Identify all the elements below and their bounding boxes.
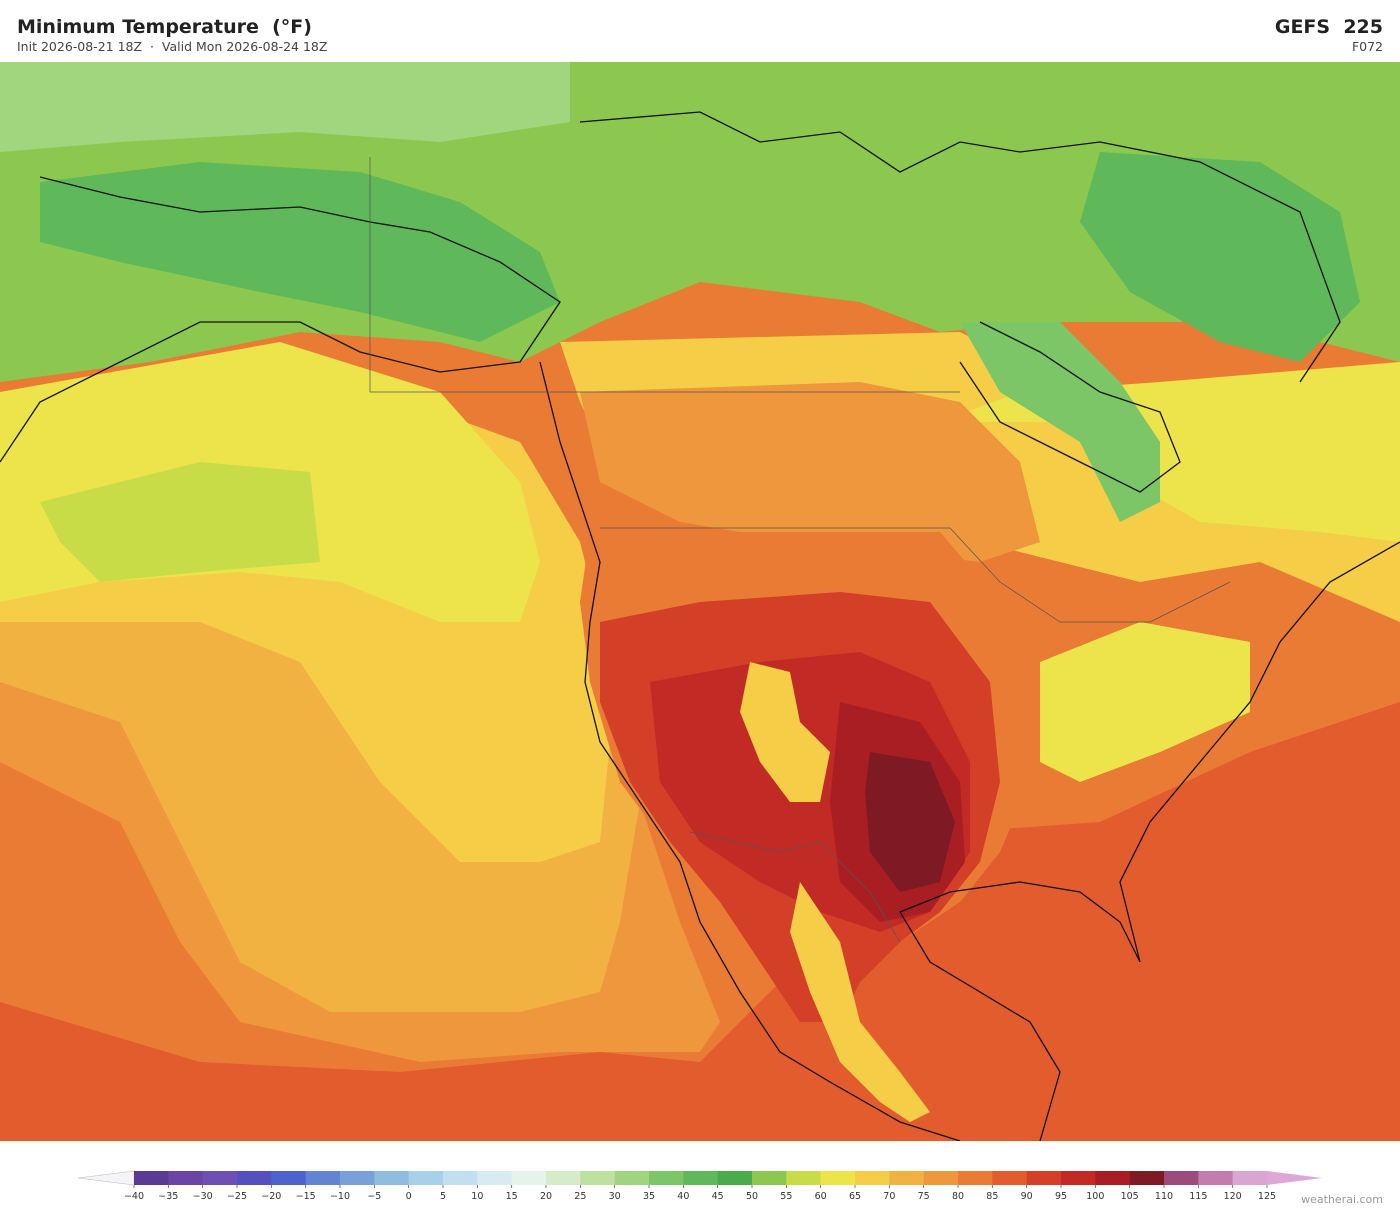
map-field [865,752,955,892]
colorbar-tick-label: 15 [506,1191,518,1200]
colorbar-swatch [923,1171,959,1185]
colorbar-swatch [820,1171,856,1185]
map-field [960,322,1160,522]
colorbar-swatch [752,1171,787,1185]
colorbar-swatch [408,1171,444,1185]
colorbar-tick-label: −30 [193,1191,213,1200]
colorbar: −40 −35 −30 −25 −20 −15 −10 −5 0 5 10 15 20 25 30 35 40 4… [77,1170,1322,1200]
colorbar-swatch [958,1171,993,1185]
colorbar-swatch [546,1171,581,1185]
colorbar-swatch [1164,1171,1199,1185]
forecast-hour: F072 [1351,39,1383,54]
coastline [539,361,961,1141]
colorbar-swatch [1026,1171,1062,1185]
colorbar-tick-label: 20 [540,1191,552,1200]
colorbar-tick-label: 55 [780,1191,792,1200]
colorbar-swatch [1232,1171,1268,1185]
colorbar-swatch [134,1171,169,1185]
colorbar-swatch [717,1171,753,1185]
border [369,157,960,393]
map-field [740,662,830,802]
colorbar-swatch [1095,1171,1130,1185]
colorbar-under [77,1170,135,1186]
colorbar-tick-label: 110 [1155,1191,1173,1200]
colorbar-swatch [855,1171,890,1185]
map-field [1040,622,1250,782]
coastline [959,321,1181,493]
colorbar-swatch [683,1171,718,1185]
colorbar-tick-label: 100 [1086,1191,1104,1200]
colorbar-swatch [511,1171,547,1185]
colorbar-swatch [1061,1171,1096,1185]
map-field [40,462,320,582]
colorbar-over [1267,1171,1322,1185]
colorbar-swatch [305,1171,341,1185]
borders [369,157,1231,943]
map-subtitle: Init 2026-08-21 18Z · Valid Mon 2026-08-… [17,39,328,54]
colorbar-tick-label: 35 [643,1191,655,1200]
colorbar-tick-label: −20 [261,1191,281,1200]
colorbar-swatch [889,1171,924,1185]
colorbar-tick-label: 60 [815,1191,827,1200]
colorbar-swatch [477,1171,512,1185]
colorbar-tick-label: 115 [1189,1191,1207,1200]
colorbar-swatch [374,1171,409,1185]
colorbar-swatch [992,1171,1027,1185]
colorbar-tick-label: 45 [712,1191,724,1200]
coastlines [0,111,1400,1141]
coastline [0,176,561,463]
colorbar-tick-label: −25 [227,1191,247,1200]
colorbar-tick-label: 125 [1258,1191,1276,1200]
colorbar-swatch [649,1171,684,1185]
colorbar-tick-label: 80 [952,1191,964,1200]
colorbar-swatch [1198,1171,1233,1185]
colorbar-swatch [580,1171,615,1185]
map-field [580,382,1040,562]
colorbar-tick-label: 95 [1055,1191,1067,1200]
colorbar-swatch [786,1171,821,1185]
colorbar-tick-label: 120 [1224,1191,1242,1200]
colorbar-tick-label: −5 [367,1191,381,1200]
colorbar-tick-label: 10 [471,1191,483,1200]
colorbar-tick-label: 50 [746,1191,758,1200]
colorbar-tick-label: −10 [330,1191,350,1200]
colorbar-tick-label: 75 [918,1191,930,1200]
map-field [0,62,570,152]
colorbar-swatch [202,1171,238,1185]
colorbar-tick-label: 0 [406,1191,412,1200]
credit: weatherai.com [1301,1193,1383,1206]
map-title: Minimum Temperature (°F) [17,16,312,38]
colorbar-swatch [340,1171,375,1185]
coastline [899,541,1400,1141]
colorbar-swatch [614,1171,650,1185]
colorbar-tick-label: 70 [883,1191,895,1200]
colorbar-swatch [1129,1171,1165,1185]
colorbar-tick-label: −15 [296,1191,316,1200]
colorbar-tick-label: 40 [677,1191,689,1200]
colorbar-tick-label: 25 [574,1191,586,1200]
map-field [790,882,930,1122]
colorbar-tick-label: 65 [849,1191,861,1200]
colorbar-tick-label: −40 [124,1191,144,1200]
map-field [1080,152,1360,362]
border [689,831,901,943]
border [600,527,1231,623]
model-name: GEFS 225 [1274,16,1383,38]
coastline [579,111,1341,383]
colorbar-swatch [168,1171,203,1185]
colorbar-tick-label: 90 [1021,1191,1033,1200]
colorbar-tick-label: −35 [158,1191,178,1200]
colorbar-tick-label: 5 [440,1191,446,1200]
colorbar-swatch [443,1171,478,1185]
colorbar-swatch [237,1171,272,1185]
colorbar-tick-label: 85 [986,1191,998,1200]
map-field [0,702,1400,1141]
temperature-map [0,62,1400,1141]
colorbar-tick-label: 30 [609,1191,621,1200]
colorbar-tick-label: 105 [1121,1191,1139,1200]
colorbar-swatch [271,1171,306,1185]
